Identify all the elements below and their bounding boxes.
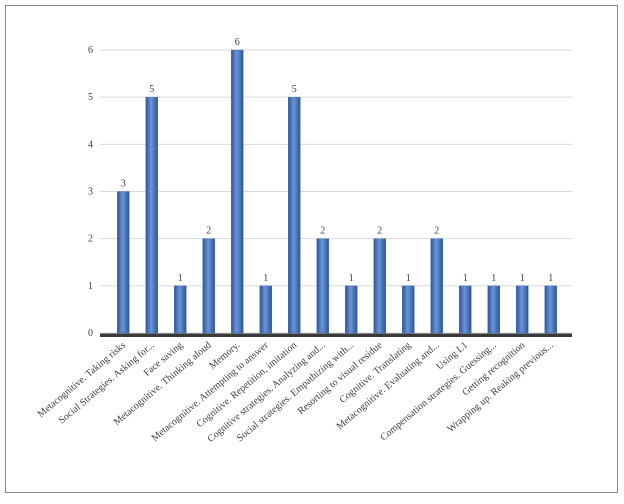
data-label: 1 bbox=[520, 273, 525, 284]
y-tick-label: 3 bbox=[88, 187, 93, 198]
bar bbox=[174, 285, 187, 334]
y-tick-label: 6 bbox=[88, 45, 93, 56]
bar bbox=[145, 96, 158, 334]
bar bbox=[430, 238, 443, 334]
bar bbox=[288, 96, 301, 334]
bar bbox=[316, 238, 329, 334]
bar bbox=[487, 285, 500, 334]
floor bbox=[100, 333, 572, 337]
bar bbox=[259, 285, 272, 334]
bar bbox=[202, 238, 215, 334]
bar bbox=[459, 285, 472, 334]
data-label: 1 bbox=[263, 273, 268, 284]
data-label: 3 bbox=[121, 179, 126, 190]
y-tick-label: 1 bbox=[88, 281, 93, 292]
y-tick-label: 4 bbox=[88, 139, 93, 150]
frame bbox=[5, 5, 618, 493]
data-label: 6 bbox=[235, 37, 240, 48]
data-label: 2 bbox=[377, 226, 382, 237]
data-label: 1 bbox=[463, 273, 468, 284]
y-tick-label: 2 bbox=[88, 234, 93, 245]
data-label: 5 bbox=[149, 84, 154, 95]
bar bbox=[117, 191, 130, 334]
data-label: 2 bbox=[206, 226, 211, 237]
data-label: 2 bbox=[320, 226, 325, 237]
bar bbox=[373, 238, 386, 334]
data-label: 1 bbox=[178, 273, 183, 284]
data-label: 1 bbox=[548, 273, 553, 284]
bar bbox=[544, 285, 557, 334]
bar bbox=[231, 49, 244, 334]
data-label: 2 bbox=[434, 226, 439, 237]
y-tick-label: 5 bbox=[88, 92, 93, 103]
data-label: 1 bbox=[406, 273, 411, 284]
y-tick-label: 0 bbox=[88, 328, 93, 339]
bar bbox=[402, 285, 415, 334]
data-label: 5 bbox=[292, 84, 297, 95]
bar bbox=[516, 285, 529, 334]
data-label: 1 bbox=[349, 273, 354, 284]
data-label: 1 bbox=[491, 273, 496, 284]
bar bbox=[345, 285, 358, 334]
